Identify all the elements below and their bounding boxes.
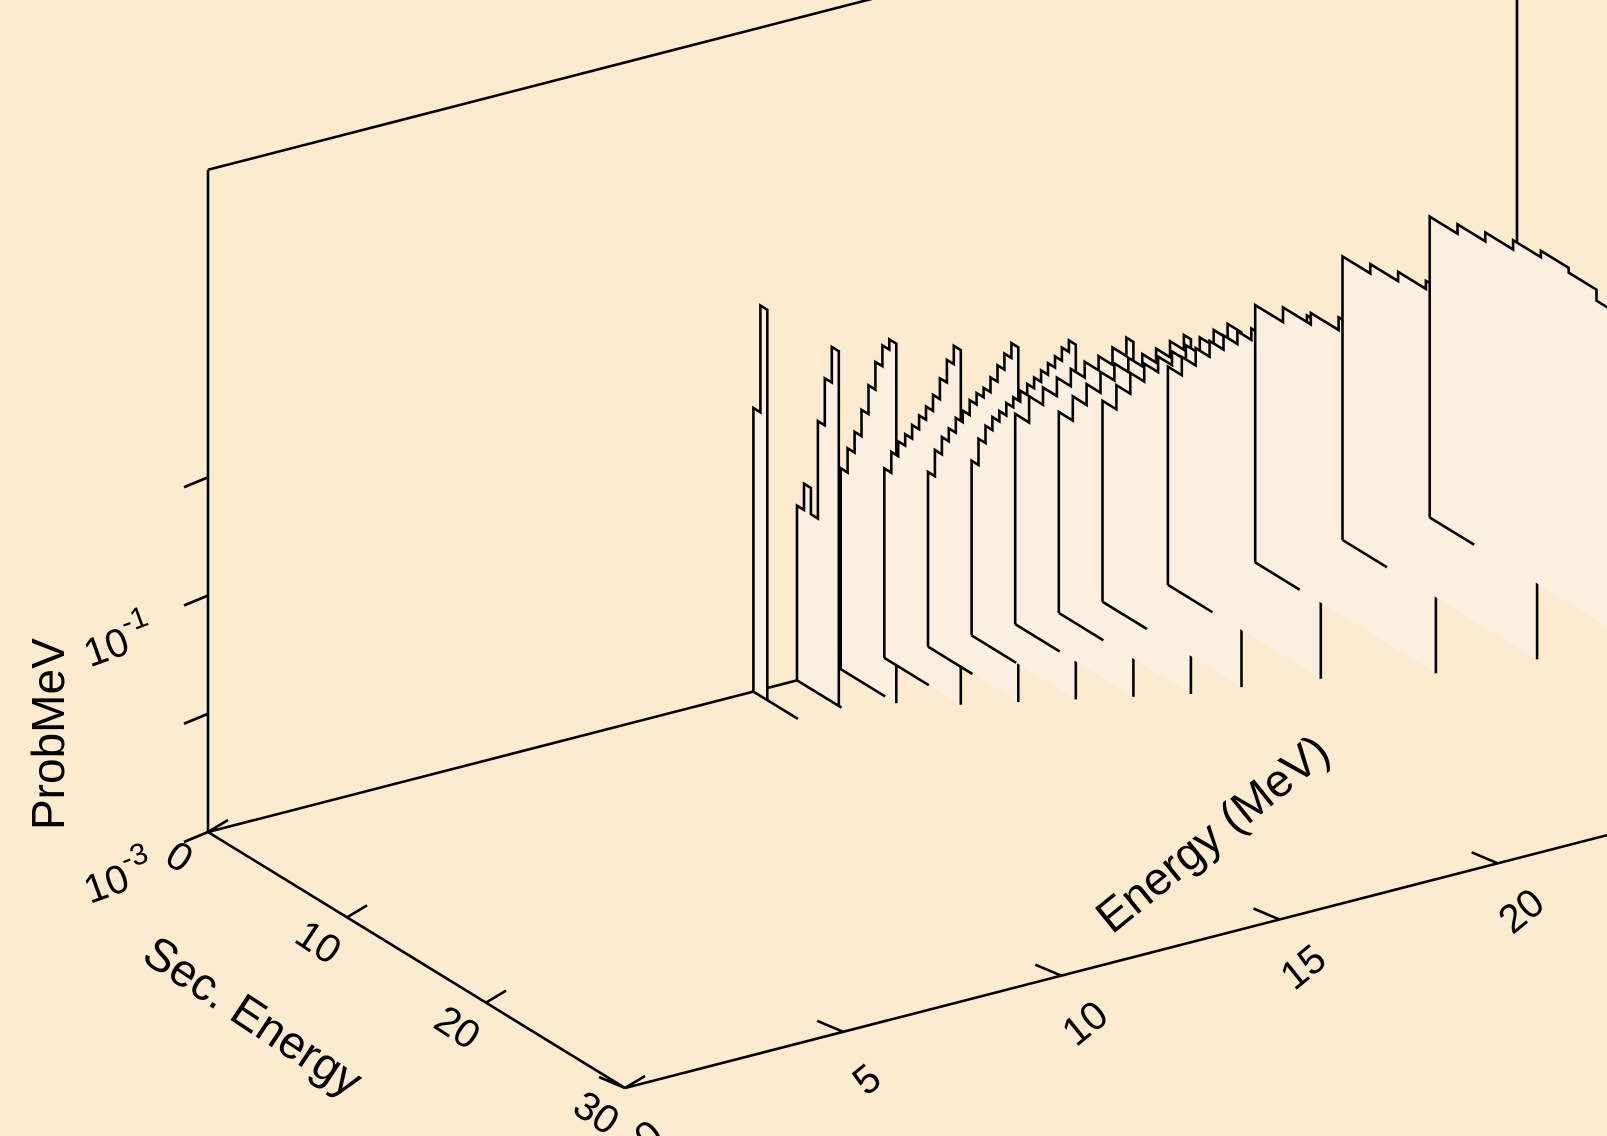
spectrum-1 [752, 303, 769, 701]
x-tick-label: 5 [844, 1056, 889, 1104]
y-tick-20 [485, 989, 507, 1004]
z-tick-label: 10-1 [74, 600, 160, 676]
x-axis-label: Energy (MeV) [1086, 724, 1339, 943]
x-tick-label: 15 [1272, 936, 1334, 998]
z-tick-4 [183, 476, 209, 489]
spectrum-base-12 [1341, 538, 1388, 569]
y-tick-10 [346, 904, 368, 919]
x-tick-15 [1252, 907, 1281, 921]
z-tick-label: 10-3 [74, 836, 160, 912]
spectrum-base-9 [1101, 600, 1148, 631]
z-tick-1 [183, 830, 209, 844]
x-tick-10 [1034, 963, 1062, 977]
spectrum-2 [795, 344, 841, 706]
spectrum-base-3 [840, 668, 886, 698]
back-top-edge [207, 0, 873, 172]
spectrum-base-6 [970, 634, 1017, 664]
y-tick-30 [624, 1074, 646, 1090]
z-tick-2 [183, 712, 209, 725]
y-tick-label: 30 [565, 1083, 626, 1136]
z-tick-3 [183, 594, 209, 607]
spectrum-3 [839, 336, 898, 704]
spectrum-base-2 [796, 679, 843, 709]
spectrum-base-4 [883, 656, 930, 687]
spectrum-base-13 [1429, 516, 1475, 546]
spectra-group [752, 214, 1607, 720]
x-tick-label: 20 [1490, 880, 1552, 942]
x-tick-20 [1471, 851, 1499, 865]
spectrum-base-8 [1058, 611, 1105, 642]
spectrum-13 [1428, 214, 1607, 627]
y-axis-line [207, 830, 626, 1090]
y-tick-0 [207, 818, 229, 834]
spectrum-base-11 [1254, 561, 1301, 591]
spectrum-base-7 [1014, 623, 1061, 653]
y-tick-label: 20 [426, 997, 487, 1058]
y-tick-label: 0 [158, 833, 201, 882]
spectrum-base-5 [927, 645, 974, 676]
spectrum-base-10 [1167, 583, 1214, 614]
x-tick-5 [816, 1019, 844, 1034]
y-tick-label: 10 [287, 912, 348, 973]
x-tick-label: 0 [626, 1112, 671, 1136]
x-tick-0 [598, 1075, 626, 1090]
x-tick-label: 10 [1054, 992, 1116, 1054]
spectrum-base-1 [752, 690, 799, 720]
z-axis-label: ProbMeV [22, 638, 74, 830]
